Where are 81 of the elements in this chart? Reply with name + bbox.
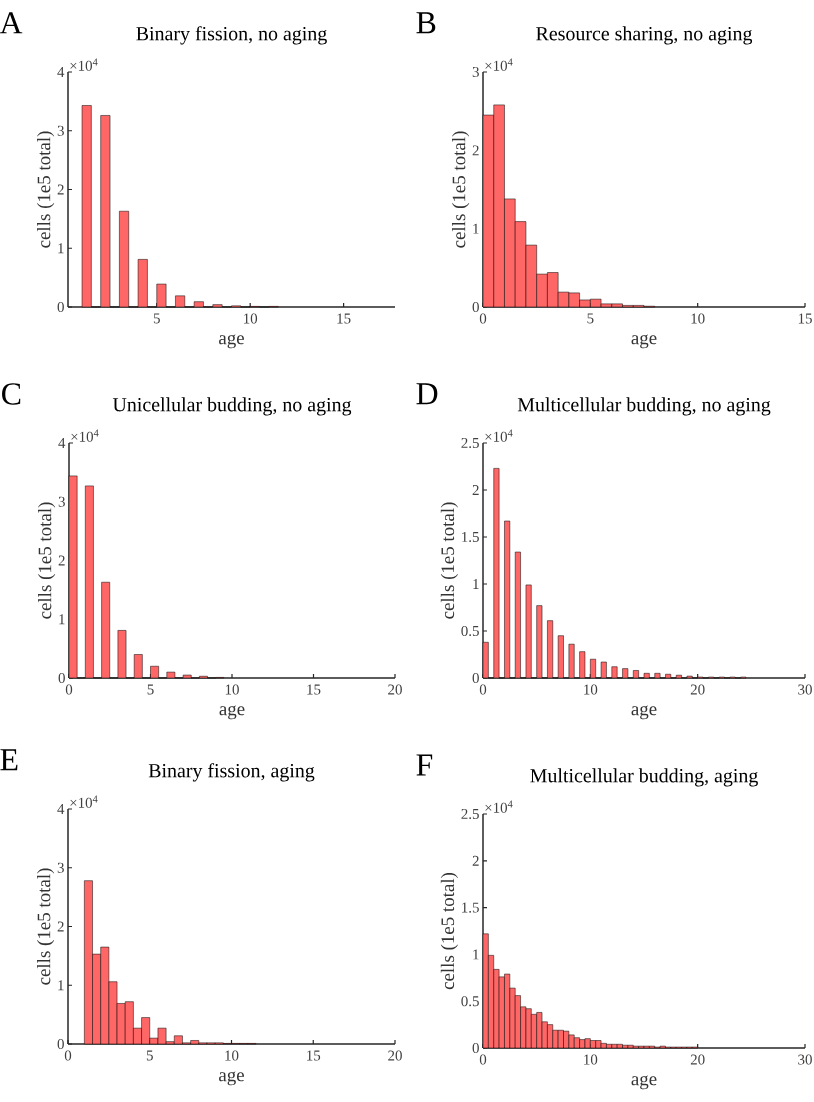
- chart-title: Multicellular budding, no aging: [517, 397, 771, 416]
- x-tick-label: 5: [147, 684, 154, 695]
- y-tick-label: 0.5: [461, 996, 479, 1007]
- x-tick-label: 30: [798, 684, 812, 695]
- y-tick-label: 1.5: [462, 531, 479, 543]
- y-tick-label: 0: [57, 1038, 64, 1050]
- y-tick-label: 4: [58, 438, 66, 448]
- text: B: [416, 12, 436, 34]
- y-tick-label: 1.5: [462, 902, 479, 913]
- x-tick-label: 20: [388, 684, 402, 695]
- x-axis-title: age: [219, 705, 245, 720]
- y-tick-label: 2: [57, 184, 64, 195]
- y-tick-label: 1: [473, 579, 479, 589]
- y-tick-label: 3: [57, 125, 64, 136]
- y-tick-label: 1: [473, 223, 479, 234]
- x-axis-title: age: [631, 1075, 657, 1090]
- y-tick-label: 2: [57, 921, 64, 932]
- y-tick-label: 2: [472, 145, 479, 156]
- x-tick-label: 10: [691, 313, 705, 324]
- y-tick-label: 4: [57, 804, 65, 814]
- y-tick-label: 0: [57, 301, 64, 313]
- x-tick-label: 15: [307, 1050, 321, 1061]
- y-tick-label: 3: [472, 66, 479, 77]
- x-tick-label: 15: [337, 313, 351, 324]
- y-tick-label: 3: [58, 496, 65, 507]
- y-axis-title: cells (1e5 total): [37, 131, 55, 248]
- y-axis-title: cells (1e5 total): [440, 872, 458, 990]
- y-tick-label: 2: [472, 485, 479, 495]
- x-tick-label: 5: [153, 313, 160, 324]
- x-tick-label: 30: [798, 1054, 812, 1065]
- chart-title: Resource sharing, no aging: [536, 26, 753, 45]
- x-tick-label: 20: [690, 684, 705, 695]
- y-axis-title: cells (1e5 total): [440, 502, 458, 619]
- text: C: [2, 383, 21, 405]
- text: ×10$^{4}$: [485, 800, 513, 813]
- y-tick-label: 0: [472, 672, 479, 684]
- x-tick-label: 20: [388, 1050, 402, 1061]
- y-tick-label: 1: [58, 243, 64, 254]
- text: E: [0, 749, 18, 771]
- x-axis-title: age: [219, 1071, 244, 1086]
- x-tick-label: 15: [798, 313, 812, 324]
- chart-title: Binary fission, no aging: [136, 26, 327, 45]
- text: ×10$^{4}$: [70, 58, 98, 71]
- y-tick-label: 0.5: [461, 625, 479, 637]
- chart-title: Unicellular budding, no aging: [112, 397, 352, 416]
- text: ×10$^{4}$: [70, 795, 98, 808]
- x-tick-label: 5: [146, 1050, 153, 1061]
- x-tick-label: 10: [225, 684, 239, 695]
- y-tick-label: 2.5: [461, 808, 479, 820]
- x-tick-label: 10: [584, 684, 598, 695]
- y-tick-label: 1: [473, 949, 479, 960]
- y-tick-label: 2.5: [461, 437, 479, 449]
- x-tick-label: 15: [307, 684, 321, 695]
- x-tick-label: 10: [584, 1054, 598, 1065]
- y-axis-title: cells (1e5 total): [452, 131, 470, 248]
- x-tick-label: 5: [587, 313, 594, 324]
- text: ×10$^{4}$: [485, 429, 513, 442]
- y-tick-label: 1: [58, 980, 64, 991]
- x-tick-label: 10: [244, 313, 258, 324]
- x-tick-label: 20: [690, 1054, 705, 1065]
- y-axis-title: cells (1e5 total): [38, 502, 56, 619]
- y-tick-label: 1: [59, 614, 65, 625]
- x-axis-title: age: [631, 705, 657, 720]
- y-tick-label: 4: [57, 67, 65, 77]
- text: ×10$^{4}$: [71, 429, 99, 442]
- text: D: [416, 383, 438, 405]
- chart-title: Multicellular budding, aging: [530, 768, 758, 787]
- y-tick-label: 2: [472, 855, 479, 866]
- x-tick-label: 10: [225, 1050, 239, 1061]
- y-tick-label: 0: [58, 672, 65, 684]
- text: A: [0, 12, 23, 34]
- text: ×10$^{4}$: [485, 58, 513, 71]
- text: F: [416, 754, 433, 776]
- chart-title: Binary fission, aging: [148, 763, 315, 782]
- x-axis-title: age: [219, 334, 244, 349]
- y-tick-label: 0: [472, 301, 479, 313]
- x-tick-label: 0: [65, 684, 73, 695]
- y-axis-title: cells (1e5 total): [37, 868, 55, 985]
- y-tick-label: 2: [58, 555, 65, 566]
- x-axis-title: age: [631, 334, 657, 349]
- y-tick-label: 3: [57, 862, 64, 873]
